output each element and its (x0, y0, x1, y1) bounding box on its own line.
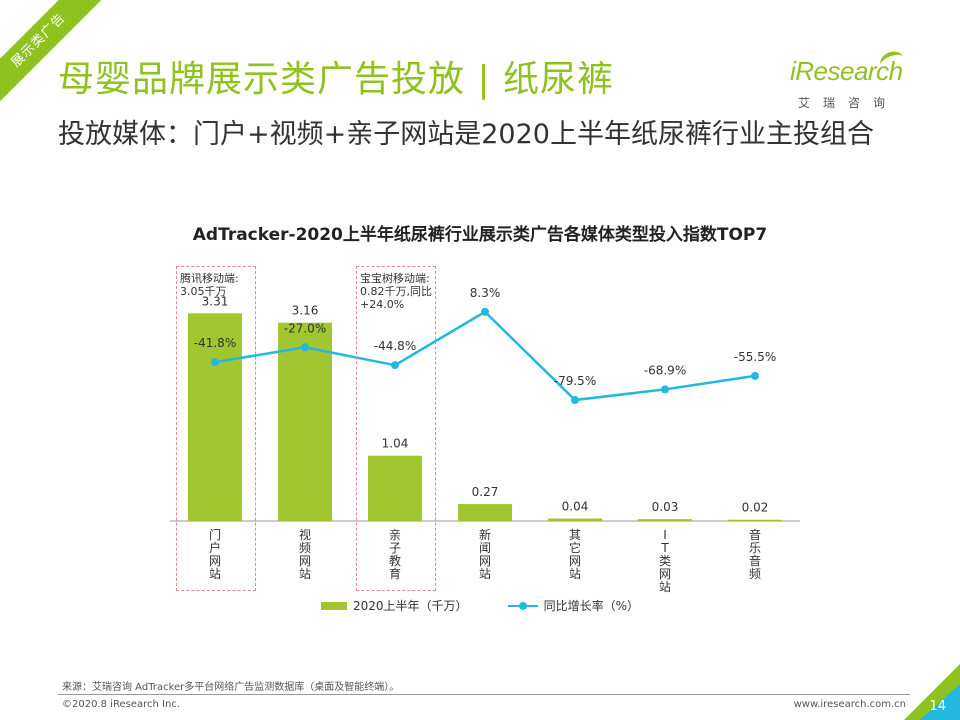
footer-divider (58, 694, 910, 695)
page-title: 母婴品牌展示类广告投放 | 纸尿裤 (58, 59, 615, 100)
logo-brand: iResearch (790, 56, 903, 86)
legend-bar-label: 2020上半年（千万） (353, 599, 468, 613)
page-number: 14 (929, 699, 946, 714)
growth-value-label: -55.5% (734, 350, 776, 364)
bar-value-label: 3.16 (292, 304, 319, 318)
bar (638, 519, 692, 521)
bar (278, 322, 332, 521)
growth-point (301, 343, 309, 352)
category-tick-label: 门户网站 (209, 527, 221, 581)
growth-point (211, 358, 219, 367)
bar (458, 504, 512, 521)
copyright: ©2020.8 iResearch Inc. (62, 699, 180, 710)
logo-cn: 艾瑞咨询 (798, 96, 899, 110)
growth-point (751, 371, 759, 380)
growth-point (481, 307, 489, 316)
annotation-text: 宝宝树移动端: 0.82千万,同比 +24.0% (360, 272, 432, 311)
bar-value-label: 0.03 (652, 500, 679, 514)
bar (188, 313, 242, 521)
growth-point (661, 385, 669, 394)
category-tick-label: 亲子教育 (389, 528, 401, 581)
growth-point (391, 361, 399, 370)
page-number-badge: 14 (904, 664, 960, 720)
website-link[interactable]: www.iresearch.com.cn (793, 699, 906, 710)
legend-item-bar: 2020上半年（千万） (321, 597, 468, 614)
page-subtitle: 投放媒体：门户+视频+亲子网站是2020上半年纸尿裤行业主投组合 (58, 119, 874, 150)
category-tick-label: 其它网站 (569, 528, 581, 581)
bar (548, 518, 602, 521)
growth-value-label: -27.0% (284, 321, 326, 335)
bar-value-label: 3.31 (202, 294, 229, 308)
annotation-text: 腾讯移动端: 3.05千万 (180, 272, 239, 298)
growth-value-label: -79.5% (554, 374, 596, 388)
legend-line-swatch (507, 601, 538, 610)
bar-value-label: 1.04 (382, 437, 409, 451)
highlight-box (176, 266, 256, 591)
source-note: 来源：艾瑞咨询 AdTracker多平台网络广告监测数据库（桌面及智能终端）。 (62, 682, 400, 693)
iresearch-logo: iResearch 艾瑞咨询 (780, 48, 920, 112)
category-tick-label: 新闻网站 (479, 527, 491, 581)
bar-value-label: 0.27 (472, 485, 499, 499)
category-tick-label: 音乐音频 (749, 527, 761, 581)
legend-line-label: 同比增长率（%） (543, 599, 639, 613)
bar-value-label: 0.04 (562, 499, 589, 513)
chart-title: AdTracker-2020上半年纸尿裤行业展示类广告各媒体类型投入指数TOP7 (192, 225, 768, 245)
growth-value-label: -41.8% (194, 336, 236, 350)
chart-legend: 2020上半年（千万） 同比增长率（%） (0, 597, 960, 614)
bar (728, 519, 782, 521)
legend-bar-swatch (321, 601, 348, 610)
highlight-box (356, 266, 436, 591)
growth-point (571, 396, 579, 405)
category-tick-label: 视频网站 (299, 527, 311, 581)
growth-value-label: 8.3% (470, 286, 501, 300)
bar (368, 455, 422, 521)
growth-value-label: -44.8% (374, 339, 416, 353)
growth-value-label: -68.9% (644, 363, 686, 377)
category-tick-label: I T 类网站 (659, 528, 671, 594)
bar-value-label: 0.02 (742, 501, 769, 515)
legend-item-line: 同比增长率（%） (507, 597, 639, 614)
